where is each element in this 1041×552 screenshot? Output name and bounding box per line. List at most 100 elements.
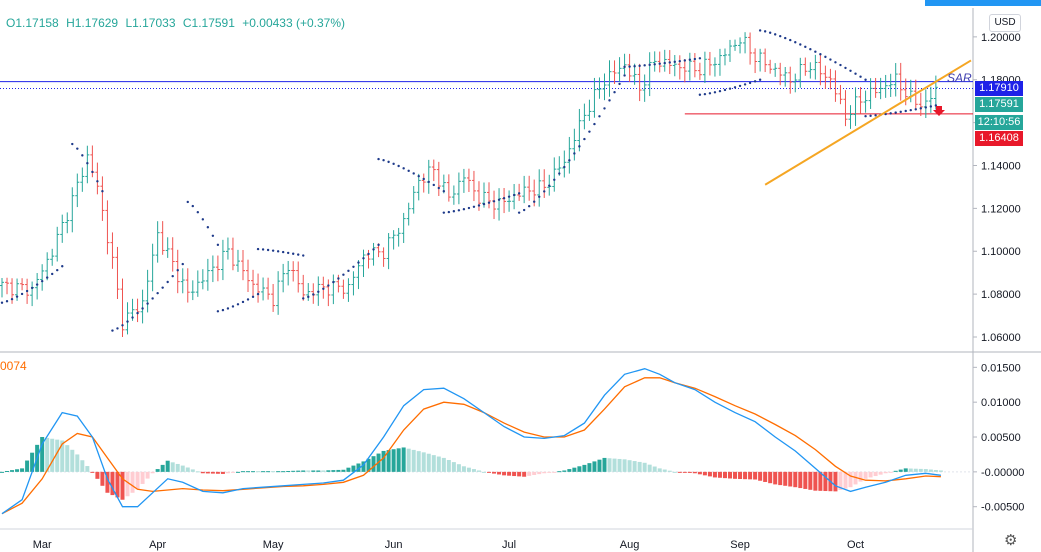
sar-dot — [281, 250, 285, 254]
macd-histogram-bar — [487, 471, 492, 473]
sar-dot — [568, 159, 571, 162]
macd-histogram-bar — [758, 471, 763, 481]
sar-dot — [327, 284, 330, 287]
settings-gear-icon[interactable]: ⚙ — [1004, 532, 1018, 549]
macd-histogram-bar — [833, 471, 838, 492]
macd-histogram-bar — [838, 471, 843, 490]
macd-histogram-bar — [642, 462, 647, 472]
sar-dot — [417, 174, 420, 178]
sar-dot — [51, 272, 54, 276]
macd-histogram-bar — [707, 471, 712, 477]
sar-dot — [673, 60, 676, 64]
sar-dot — [618, 82, 621, 86]
macd-histogram-bar — [185, 467, 190, 472]
sar-dot — [628, 65, 631, 68]
sar-dot — [5, 300, 9, 303]
macd-histogram-bar — [627, 460, 632, 472]
sar-dot — [593, 122, 596, 126]
macd-histogram-bar — [537, 471, 542, 475]
sar-dot — [81, 154, 84, 157]
macd-histogram-bar — [70, 449, 75, 472]
sar-dot — [216, 243, 220, 247]
sar-dot — [377, 243, 380, 247]
sar-label: SAR — [947, 71, 972, 85]
macd-histogram-bar — [256, 471, 261, 473]
sar-dot — [849, 69, 852, 72]
sar-dot — [553, 178, 556, 181]
macd-histogram-bar — [768, 471, 773, 484]
sar-dot — [829, 58, 832, 61]
sar-dot — [583, 137, 586, 141]
macd-histogram-bar — [316, 470, 321, 472]
price-tick-label: 1.12000 — [981, 203, 1021, 215]
macd-histogram-bar — [55, 439, 60, 472]
macd-histogram-bar — [697, 471, 702, 475]
macd-histogram-bar — [471, 469, 476, 472]
sar-dot — [141, 307, 144, 310]
sar-dot — [472, 205, 476, 208]
sar-dot — [196, 211, 200, 214]
macd-histogram-bar — [271, 471, 276, 473]
sar-dot — [131, 316, 134, 319]
sar-dot — [407, 169, 410, 173]
sar-dot — [201, 218, 205, 221]
sar-dot — [573, 152, 576, 155]
sar-dot — [322, 287, 325, 290]
macd-histogram-bar — [622, 459, 627, 472]
macd-histogram-bar — [913, 468, 918, 472]
sar-dot — [763, 30, 767, 33]
macd-histogram-bar — [276, 471, 281, 473]
sar-dot — [442, 211, 446, 214]
macd-histogram-bar — [215, 471, 220, 474]
macd-histogram-bar — [301, 470, 306, 472]
sar-dot — [452, 210, 456, 213]
sar-dot — [834, 61, 837, 64]
sar-dot — [713, 91, 717, 94]
sar-dot — [904, 109, 907, 113]
currency-button[interactable]: USD — [989, 14, 1021, 32]
macd-histogram-bar — [261, 471, 266, 473]
sar-dot — [854, 72, 857, 75]
sar-dot — [387, 160, 390, 164]
sar-dot — [151, 297, 154, 300]
sar-dot — [844, 66, 847, 70]
macd-line — [1, 368, 941, 515]
signal-line — [1, 377, 941, 515]
sar-dot — [718, 89, 722, 93]
sar-dot — [352, 265, 355, 268]
macd-histogram-bar — [717, 471, 722, 478]
macd-histogram-bar — [416, 451, 421, 472]
macd-histogram-bar — [702, 471, 707, 476]
macd-histogram-bar — [95, 471, 100, 479]
macd-histogram-bar — [928, 469, 933, 472]
macd-histogram-bar — [657, 468, 662, 472]
macd-histogram-bar — [933, 470, 938, 472]
macd-histogram-bar — [321, 470, 326, 472]
macd-histogram-bar — [386, 450, 391, 472]
sar-dot — [412, 172, 415, 175]
sar-dot — [748, 81, 752, 85]
macd-value-label: 0074 — [0, 359, 27, 373]
sar-dot — [302, 254, 305, 257]
macd-histogram-bar — [893, 470, 898, 472]
sar-dot — [0, 301, 4, 304]
macd-histogram-bar — [733, 471, 738, 479]
sar-dot — [286, 251, 290, 255]
month-label: Mar — [33, 539, 52, 551]
macd-tick-label: 0.00500 — [981, 432, 1021, 444]
macd-histogram-bar — [687, 471, 692, 473]
macd-histogram-bar — [296, 470, 301, 472]
macd-histogram-bar — [602, 457, 607, 472]
macd-histogram-bar — [291, 470, 296, 472]
sar-dot — [703, 92, 707, 96]
macd-histogram-bar — [883, 471, 888, 474]
macd-histogram-bar — [451, 462, 456, 472]
macd-histogram-bar — [326, 470, 331, 472]
sar-dot — [91, 170, 94, 174]
macd-histogram-bar — [461, 466, 466, 472]
sar-dot — [382, 159, 385, 162]
macd-histogram-bar — [557, 471, 562, 473]
macd-histogram-bar — [391, 449, 396, 472]
